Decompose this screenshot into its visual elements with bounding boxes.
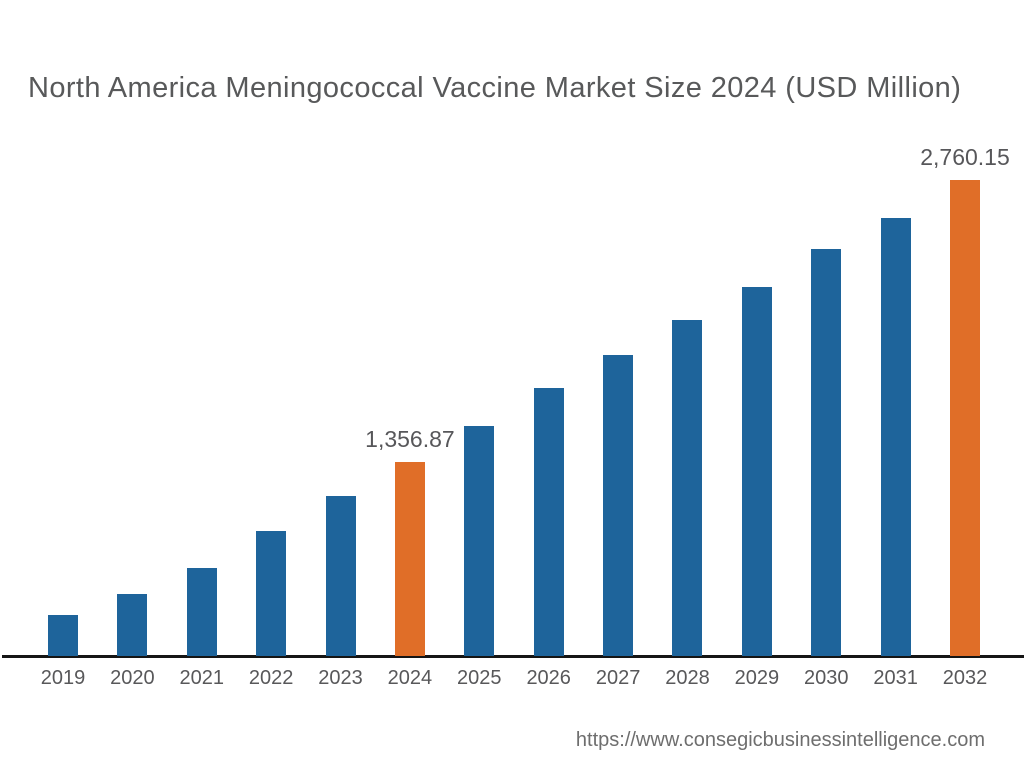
x-tick-2027: 2027: [595, 667, 641, 689]
bar-2019: [48, 615, 78, 656]
bar-2024: [394, 462, 425, 656]
source-website-url[interactable]: https://www.consegicbusinessintelligence…: [575, 729, 985, 751]
x-tick-2031: 2031: [873, 667, 918, 689]
bar-2031: [880, 218, 911, 656]
bar-2021: [186, 568, 217, 656]
bar-2027: [603, 355, 634, 656]
bar-2032: [950, 180, 980, 656]
bar-2025: [464, 426, 495, 656]
x-tick-2032: 2032: [942, 667, 988, 689]
bar-2030: [811, 249, 842, 656]
data-label-2032: 2,760.15: [920, 144, 1010, 170]
x-tick-2022: 2022: [248, 667, 294, 689]
bar-2022: [256, 531, 287, 656]
x-tick-2028: 2028: [665, 667, 710, 689]
x-tick-2020: 2020: [110, 667, 155, 689]
chart-title: North America Meningococcal Vaccine Mark…: [28, 72, 962, 104]
bar-2020: [117, 594, 148, 656]
x-tick-2021: 2021: [179, 667, 225, 689]
bar-2023: [325, 496, 356, 656]
x-tick-2030: 2030: [803, 667, 849, 689]
x-tick-2024: 2024: [387, 667, 433, 689]
x-tick-2019: 2019: [40, 667, 86, 689]
bar-2026: [533, 388, 564, 656]
x-tick-2026: 2026: [526, 667, 571, 689]
x-tick-2029: 2029: [734, 667, 780, 689]
data-label-2024: 1,356.87: [365, 426, 455, 452]
x-tick-2023: 2023: [318, 667, 363, 689]
bar-2028: [672, 320, 703, 656]
bar-2029: [741, 287, 772, 656]
x-tick-2025: 2025: [457, 667, 502, 689]
x-axis-line: [2, 655, 1024, 658]
